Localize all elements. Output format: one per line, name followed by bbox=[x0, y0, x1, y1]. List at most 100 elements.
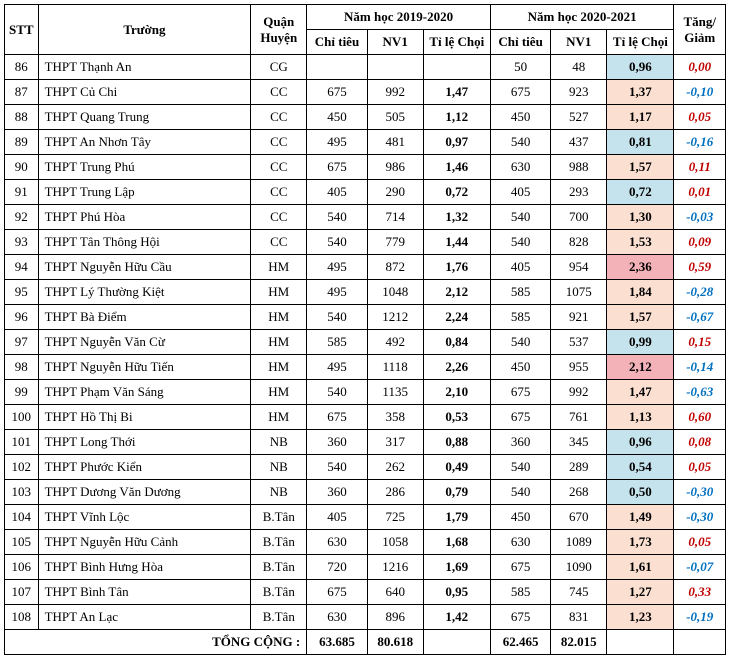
cell-n1: 1118 bbox=[367, 355, 423, 380]
cell-name: THPT Phước Kiển bbox=[38, 455, 251, 480]
total-r2 bbox=[607, 630, 674, 655]
cell-quan: CG bbox=[251, 55, 307, 80]
cell-n1: 1212 bbox=[367, 305, 423, 330]
cell-c2: 675 bbox=[490, 555, 550, 580]
cell-r1: 2,12 bbox=[423, 280, 490, 305]
header-nv1-2: NV1 bbox=[551, 30, 607, 55]
cell-c2: 450 bbox=[490, 105, 550, 130]
cell-r1: 0,88 bbox=[423, 430, 490, 455]
cell-c2: 360 bbox=[490, 430, 550, 455]
cell-n1: 290 bbox=[367, 180, 423, 205]
cell-c1: 720 bbox=[307, 555, 367, 580]
cell-c2: 675 bbox=[490, 605, 550, 630]
header-chitieu2: Chỉ tiêu bbox=[490, 30, 550, 55]
cell-r1: 1,44 bbox=[423, 230, 490, 255]
cell-r2: 1,13 bbox=[607, 405, 674, 430]
table-row: 97THPT Nguyễn Văn CừHM5854920,845405370,… bbox=[5, 330, 726, 355]
cell-quan: CC bbox=[251, 105, 307, 130]
header-nv1-1: NV1 bbox=[367, 30, 423, 55]
cell-c1: 675 bbox=[307, 405, 367, 430]
header-tichoi2: Tỉ lệ Chọi bbox=[607, 30, 674, 55]
table-row: 89THPT An Nhơn TâyCC4954810,975404370,81… bbox=[5, 130, 726, 155]
cell-n2: 670 bbox=[551, 505, 607, 530]
cell-stt: 98 bbox=[5, 355, 39, 380]
cell-n2: 437 bbox=[551, 130, 607, 155]
header-diff: Tăng/ Giảm bbox=[674, 5, 726, 55]
table-row: 87THPT Củ ChiCC6759921,476759231,37-0,10 bbox=[5, 80, 726, 105]
cell-r1: 1,79 bbox=[423, 505, 490, 530]
cell-r1: 1,32 bbox=[423, 205, 490, 230]
cell-quan: CC bbox=[251, 155, 307, 180]
cell-c2: 585 bbox=[490, 305, 550, 330]
cell-c1: 495 bbox=[307, 130, 367, 155]
total-c1: 63.685 bbox=[307, 630, 367, 655]
cell-c1 bbox=[307, 55, 367, 80]
cell-n2: 828 bbox=[551, 230, 607, 255]
table-body: 86THPT Thạnh AnCG50480,960,0087THPT Củ C… bbox=[5, 55, 726, 655]
cell-name: THPT Long Thới bbox=[38, 430, 251, 455]
cell-quan: HM bbox=[251, 380, 307, 405]
cell-r1: 1,76 bbox=[423, 255, 490, 280]
cell-diff: 0,05 bbox=[674, 455, 726, 480]
cell-r2: 0,96 bbox=[607, 55, 674, 80]
cell-n2: 745 bbox=[551, 580, 607, 605]
cell-c2: 540 bbox=[490, 230, 550, 255]
cell-diff: -0,10 bbox=[674, 80, 726, 105]
cell-c1: 495 bbox=[307, 280, 367, 305]
cell-name: THPT Củ Chi bbox=[38, 80, 251, 105]
cell-quan: CC bbox=[251, 180, 307, 205]
cell-c2: 540 bbox=[490, 330, 550, 355]
table-row: 103THPT Dương Văn DươngNB3602860,7954026… bbox=[5, 480, 726, 505]
cell-stt: 87 bbox=[5, 80, 39, 105]
cell-c1: 540 bbox=[307, 380, 367, 405]
cell-r2: 1,23 bbox=[607, 605, 674, 630]
cell-diff: -0,16 bbox=[674, 130, 726, 155]
cell-stt: 96 bbox=[5, 305, 39, 330]
cell-r1: 0,72 bbox=[423, 180, 490, 205]
cell-diff: 0,05 bbox=[674, 105, 726, 130]
cell-c1: 675 bbox=[307, 580, 367, 605]
cell-c2: 675 bbox=[490, 405, 550, 430]
cell-n2: 527 bbox=[551, 105, 607, 130]
cell-n2: 268 bbox=[551, 480, 607, 505]
cell-c1: 540 bbox=[307, 305, 367, 330]
cell-name: THPT Trung Lập bbox=[38, 180, 251, 205]
cell-diff: 0,15 bbox=[674, 330, 726, 355]
cell-r1: 0,84 bbox=[423, 330, 490, 355]
cell-n1: 714 bbox=[367, 205, 423, 230]
cell-diff: 0,08 bbox=[674, 430, 726, 455]
cell-diff: -0,30 bbox=[674, 505, 726, 530]
cell-stt: 92 bbox=[5, 205, 39, 230]
header-year1: Năm học 2019-2020 bbox=[307, 5, 491, 30]
cell-name: THPT Nguyễn Hữu Cầu bbox=[38, 255, 251, 280]
cell-r2: 1,37 bbox=[607, 80, 674, 105]
cell-c2: 405 bbox=[490, 255, 550, 280]
cell-n2: 1075 bbox=[551, 280, 607, 305]
cell-r1: 0,95 bbox=[423, 580, 490, 605]
cell-r2: 1,84 bbox=[607, 280, 674, 305]
cell-n1: 992 bbox=[367, 80, 423, 105]
cell-n1 bbox=[367, 55, 423, 80]
cell-r1: 1,12 bbox=[423, 105, 490, 130]
cell-stt: 103 bbox=[5, 480, 39, 505]
cell-diff: 0,01 bbox=[674, 180, 726, 205]
header-quan: Quận Huyện bbox=[251, 5, 307, 55]
cell-n1: 986 bbox=[367, 155, 423, 180]
cell-r2: 2,12 bbox=[607, 355, 674, 380]
cell-quan: B.Tân bbox=[251, 605, 307, 630]
cell-n2: 700 bbox=[551, 205, 607, 230]
cell-name: THPT Quang Trung bbox=[38, 105, 251, 130]
cell-n2: 831 bbox=[551, 605, 607, 630]
cell-diff: 0,00 bbox=[674, 55, 726, 80]
cell-stt: 91 bbox=[5, 180, 39, 205]
cell-n2: 345 bbox=[551, 430, 607, 455]
cell-diff: 0,60 bbox=[674, 405, 726, 430]
cell-n2: 954 bbox=[551, 255, 607, 280]
cell-c1: 540 bbox=[307, 205, 367, 230]
cell-r2: 1,61 bbox=[607, 555, 674, 580]
cell-stt: 105 bbox=[5, 530, 39, 555]
cell-c1: 405 bbox=[307, 180, 367, 205]
cell-r1: 2,10 bbox=[423, 380, 490, 405]
cell-r2: 1,49 bbox=[607, 505, 674, 530]
cell-c2: 540 bbox=[490, 130, 550, 155]
